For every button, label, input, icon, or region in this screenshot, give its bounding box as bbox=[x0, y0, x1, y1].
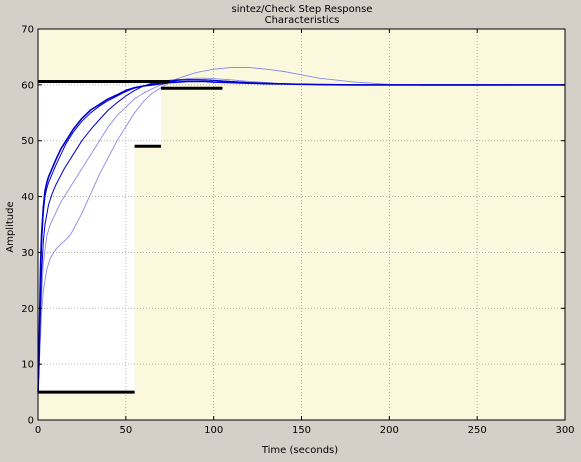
x-tick-label: 250 bbox=[468, 425, 487, 436]
x-tick-label: 150 bbox=[292, 425, 311, 436]
y-tick-label: 70 bbox=[21, 25, 34, 36]
y-tick-label: 40 bbox=[21, 192, 34, 203]
x-tick-label: 300 bbox=[555, 425, 574, 436]
y-tick-label: 10 bbox=[21, 360, 34, 371]
axis-ticks: 0 50 100 150 200 250 300 0 10 20 30 40 50 60 70 bbox=[21, 25, 574, 437]
grid-lines bbox=[38, 29, 565, 420]
x-tick-label: 100 bbox=[204, 425, 223, 436]
y-axis-label: Amplitude bbox=[5, 201, 16, 252]
allowed-region-lower-mid bbox=[134, 81, 161, 147]
chart-subtitle: Characteristics bbox=[265, 15, 340, 26]
allowed-region-group bbox=[38, 81, 161, 393]
x-tick-label: 50 bbox=[119, 425, 132, 436]
x-tick-label: 200 bbox=[380, 425, 399, 436]
response-curves bbox=[37, 67, 566, 393]
y-tick-label: 30 bbox=[21, 248, 34, 259]
y-tick-label: 60 bbox=[21, 80, 34, 91]
chart-title: sintez/Check Step Response bbox=[232, 4, 373, 15]
response-main-line-0 bbox=[37, 80, 565, 393]
allowed-region-lower-rise bbox=[38, 81, 135, 393]
response-faint-line-1 bbox=[37, 67, 566, 393]
x-tick-label: 0 bbox=[35, 425, 41, 436]
constraint-bounds[interactable] bbox=[38, 80, 223, 394]
y-tick-label: 50 bbox=[21, 136, 34, 147]
x-axis-label: Time (seconds) bbox=[261, 445, 338, 456]
y-tick-label: 20 bbox=[21, 304, 34, 315]
y-tick-label: 0 bbox=[28, 416, 34, 427]
